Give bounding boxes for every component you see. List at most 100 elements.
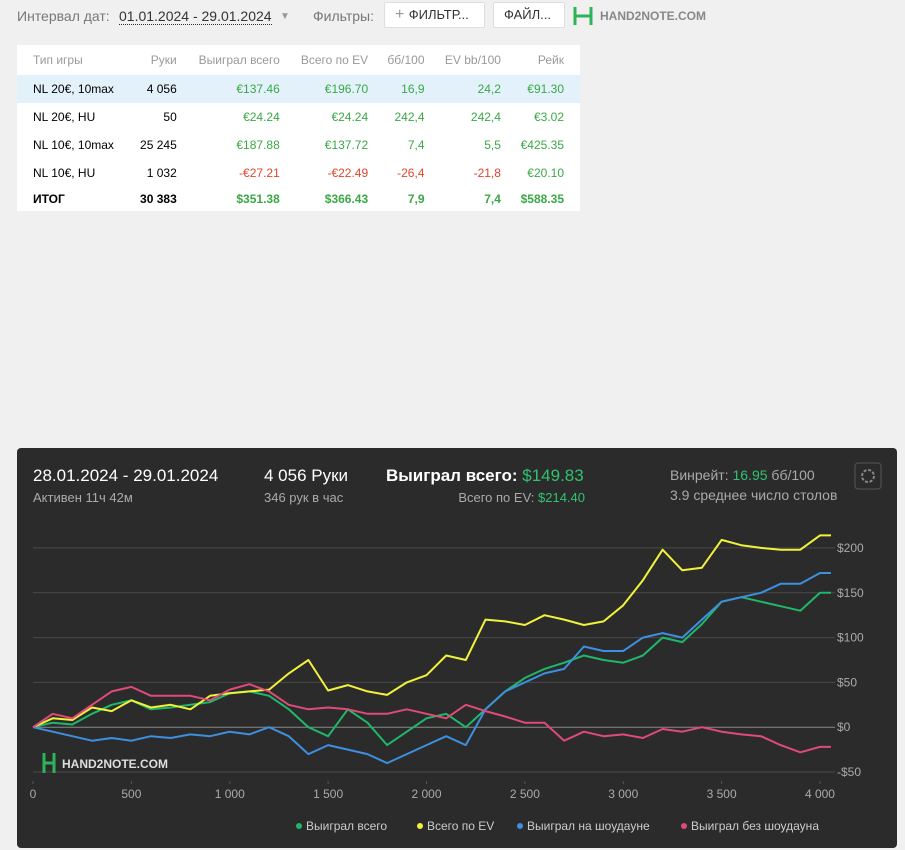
table-cell: -€22.49: [327, 166, 369, 180]
table-cell: 7,4: [484, 192, 501, 206]
table-cell: 7,4: [407, 138, 425, 152]
table-cell: -21,8: [473, 166, 501, 180]
table-cell: €20.10: [527, 166, 564, 180]
filter-button[interactable]: + ФИЛЬТР...: [384, 2, 485, 28]
gear-icon: [861, 469, 875, 483]
table-cell: NL 20€, 10max: [33, 82, 114, 96]
series-line: [32, 534, 831, 729]
table-cell: 24,2: [477, 82, 501, 96]
filters-label: Фильтры:: [313, 8, 374, 24]
watermark: HAND2NOTE.COM: [62, 757, 168, 771]
winrate-unit: бб/100: [771, 467, 814, 483]
won-value: $149.83: [522, 466, 583, 485]
column-header: Выиграл всего: [198, 53, 280, 67]
y-tick-label: $150: [837, 586, 864, 600]
winrate-label: Винрейт:: [670, 467, 729, 483]
won-label: Выиграл всего:: [386, 466, 518, 485]
table-cell: €137.72: [324, 138, 369, 152]
column-header: EV bb/100: [444, 53, 501, 67]
table-row: NL 10€, 10max 25 245 €187.88 €137.72 7,4 5,5 €…: [17, 131, 580, 159]
table-cell: €187.88: [236, 138, 280, 152]
date-range[interactable]: 01.01.2024 - 29.01.2024: [119, 8, 272, 25]
table-row: ИТОГ 30 383 $351.38 $366.43 7,9 7,4 $588.35: [17, 187, 580, 211]
table-cell: NL 10€, 10max: [33, 138, 114, 152]
table-cell: -26,4: [397, 166, 425, 180]
logo: HAND2NOTE.COM: [600, 9, 707, 23]
x-tick-label: 3 000: [608, 787, 638, 801]
file-button-text: ФАЙЛ...: [504, 7, 551, 22]
table-cell: €3.02: [533, 110, 564, 124]
y-tick-label: $0: [837, 720, 851, 734]
column-header: Всего по EV: [300, 53, 369, 67]
table-cell: 7,9: [407, 192, 425, 206]
panel-bg: [17, 448, 897, 848]
table-cell: €24.24: [243, 110, 280, 124]
legend-dot: [417, 823, 423, 829]
table-row: NL 10€, HU 1 032 -€27.21 -€22.49 -26,4 -21,8 €…: [17, 159, 580, 187]
column-header: Рейк: [537, 53, 564, 67]
table-row: NL 20€, HU 50 €24.24 €24.24 242,4 242,4 €3.02: [17, 103, 580, 131]
table-cell: 4 056: [146, 82, 177, 96]
table-cell: -€27.21: [239, 166, 280, 180]
series-line: [32, 572, 831, 765]
ev-value: $214.40: [538, 490, 585, 505]
hands: 4 056 Руки: [264, 466, 348, 485]
x-tick-label: 4 000: [805, 787, 835, 801]
table-cell: €24.24: [331, 110, 369, 124]
x-tick-label: 2 000: [411, 787, 441, 801]
y-tick-label: $100: [837, 631, 864, 645]
winrate-value: 16.95: [732, 467, 767, 483]
x-tick-label: 500: [121, 787, 141, 801]
table-cell: 242,4: [470, 110, 501, 124]
table-cell: €196.70: [324, 82, 369, 96]
legend-dot: [517, 823, 523, 829]
table-cell: €425.35: [520, 138, 564, 152]
table-row: NL 20€, 10max 4 056 €137.46 €196.70 16,9 24,2…: [17, 75, 580, 103]
stats-table: Тип игры Руки Выиграл всего Всего по EV бб/1…: [17, 45, 580, 211]
hands-per-hour: 346 рук в час: [264, 490, 344, 505]
caret: ▼: [280, 11, 290, 22]
watermark-icon: [42, 753, 56, 773]
legend-label: Выиграл без шоудауна: [691, 819, 819, 833]
table-cell: €137.46: [236, 82, 280, 96]
legend-label: Всего по EV: [427, 819, 494, 833]
table-cell: 1 032: [146, 166, 177, 180]
active: Активен 11ч 42м: [33, 490, 133, 505]
table-cell: $351.38: [236, 192, 280, 206]
table-cell: 242,4: [394, 110, 425, 124]
toolbar: Интервал дат: 01.01.2024 - 29.01.2024 ▼ …: [0, 0, 905, 32]
won: Выиграл всего: $149.83: [386, 466, 584, 485]
table-cell: $366.43: [324, 192, 369, 206]
logo-icon: [573, 7, 593, 25]
table-cell: ИТОГ: [33, 192, 65, 206]
ev-label: Всего по EV:: [458, 490, 534, 505]
ev: Всего по EV: $214.40: [458, 490, 585, 505]
winrate: Винрейт: 16.95 бб/100: [670, 467, 815, 483]
settings-button[interactable]: [854, 462, 882, 490]
column-header: бб/100: [387, 53, 425, 67]
table-cell: 25 245: [140, 138, 177, 152]
x-tick-label: 3 500: [707, 787, 737, 801]
legend-label: Выиграл всего: [306, 819, 387, 833]
y-tick-label: $50: [837, 675, 857, 689]
tables-text: 3.9 среднее число столов: [670, 487, 837, 503]
x-tick-label: 2 500: [510, 787, 540, 801]
table-cell: 16,9: [401, 82, 425, 96]
legend-dot: [296, 823, 302, 829]
legend-label: Выиграл на шоудауне: [527, 819, 650, 833]
y-tick-label: -$50: [837, 765, 861, 779]
table-cell: NL 20€, HU: [33, 110, 96, 124]
table-cell: 5,5: [484, 138, 501, 152]
series-line: [32, 683, 831, 754]
column-header: Тип игры: [33, 53, 83, 67]
table-cell: 50: [163, 110, 177, 124]
table-cell: NL 10€, HU: [33, 166, 96, 180]
chart-panel: 28.01.2024 - 29.01.2024 Активен 11ч 42м …: [17, 448, 897, 848]
table-cell: $588.35: [520, 192, 564, 206]
y-tick-label: $200: [837, 541, 864, 555]
filter-button-text: ФИЛЬТР...: [408, 7, 469, 22]
x-tick-label: 0: [30, 787, 37, 801]
file-button[interactable]: ФАЙЛ...: [493, 2, 565, 28]
date-label: Интервал дат:: [17, 8, 110, 24]
